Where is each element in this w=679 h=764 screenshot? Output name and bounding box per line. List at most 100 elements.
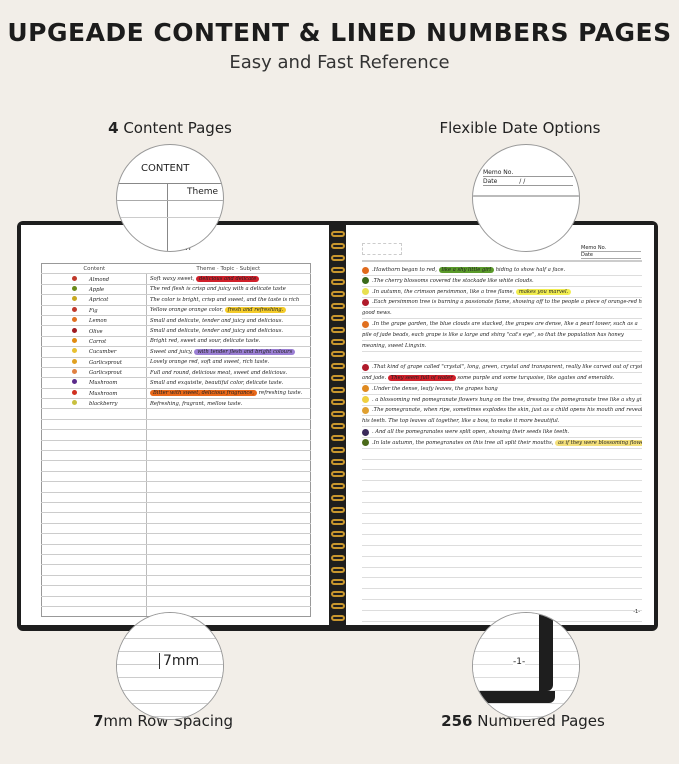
- fruit-icon: [72, 306, 77, 312]
- spiral-ring: [331, 387, 345, 393]
- number-badge-icon: [362, 428, 369, 436]
- spiral-ring: [331, 231, 345, 237]
- table-row: [41, 450, 311, 462]
- lined-row: [362, 589, 642, 600]
- spiral-ring: [331, 363, 345, 369]
- fruit-icon: [72, 389, 77, 395]
- spiral-ring: [331, 591, 345, 597]
- spiral-ring: [331, 399, 345, 405]
- table-row: [41, 471, 311, 483]
- fruit-icon: [72, 337, 77, 343]
- content-item: Almond: [41, 273, 147, 285]
- zoom-circle-content: CONTENT Theme: [116, 144, 224, 252]
- table-row: Apple The red flesh is crisp and juicy wi…: [41, 284, 311, 296]
- lined-row: .Each persimmon tree is burning a passio…: [362, 297, 642, 309]
- fruit-icon: [72, 327, 77, 333]
- spiral-ring: [331, 543, 345, 549]
- lined-row: meaning, sweet Lingxin.: [362, 341, 642, 352]
- fruit-icon: [72, 296, 77, 302]
- lined-row: [362, 459, 642, 471]
- table-row: Apricot The color is bright, crisp and sw…: [41, 294, 311, 306]
- spiral-ring: [331, 579, 345, 585]
- page-title: UPGEADE CONTENT & LINED NUMBERS PAGES: [7, 18, 672, 47]
- spiral-ring: [331, 519, 345, 525]
- zoom-circle-date: Memo No. Date / /: [472, 144, 580, 252]
- lined-row: [362, 535, 642, 546]
- lined-row: . a blossoming red pomegranate flowers h…: [362, 395, 642, 406]
- lined-row: [362, 481, 642, 492]
- feature-content-pages: 4 Content Pages: [108, 119, 232, 137]
- spiral-ring: [331, 423, 345, 429]
- spiral-ring: [331, 531, 345, 537]
- spiral-ring: [331, 339, 345, 345]
- fruit-icon: [72, 369, 77, 375]
- spiral-ring: [331, 447, 345, 453]
- fruit-icon: [72, 285, 77, 291]
- table-row: [41, 596, 311, 607]
- table-row: [41, 502, 311, 514]
- number-badge-icon: [362, 396, 369, 404]
- fruit-icon: [72, 400, 77, 406]
- spiral-ring: [331, 435, 345, 441]
- spiral-ring: [331, 603, 345, 609]
- table-row: Garlicsprout Full and round, delicious me…: [41, 367, 311, 379]
- table-row: [41, 554, 311, 566]
- feature-date-options: Flexible Date Options: [439, 119, 601, 137]
- lined-row: his teeth. The top leaves all together, …: [362, 416, 642, 428]
- number-badge-icon: [362, 320, 369, 328]
- lined-row: and jade. They seem full of water some p…: [362, 373, 642, 384]
- spiral-ring: [331, 471, 345, 477]
- spiral-ring: [331, 615, 345, 621]
- number-badge-icon: [362, 277, 369, 285]
- number-badge-icon: [362, 363, 369, 371]
- lined-row: .In autumn, the crimson persimmon, like …: [362, 287, 642, 298]
- table-row: blackberry Refreshing, fragrant, mellow t…: [41, 398, 311, 410]
- table-row: [41, 440, 311, 452]
- lined-row: [362, 513, 642, 525]
- lined-row: pile of jade beads, each grape is like a…: [362, 330, 642, 341]
- table-row: [41, 419, 311, 431]
- spiral-ring: [331, 459, 345, 465]
- fruit-icon: [72, 379, 77, 385]
- content-table: Content Theme · Topic · Subject Almond Sof…: [41, 263, 311, 618]
- table-row: [41, 564, 311, 576]
- content-item: Garlicsprout: [41, 367, 147, 379]
- content-item: Carrot: [41, 336, 147, 348]
- spiral-ring: [331, 255, 345, 261]
- table-row: [41, 544, 311, 555]
- table-row: [41, 481, 311, 493]
- lined-row: [362, 503, 642, 514]
- date-boxes: [362, 243, 402, 255]
- content-item: Garlicsprout: [41, 357, 147, 368]
- spiral-ring: [331, 291, 345, 297]
- table-row: Fig Yellow orange orange color, fresh and…: [41, 305, 311, 316]
- table-row: [41, 429, 311, 441]
- content-item: Mushroom: [41, 388, 147, 400]
- table-row: [41, 512, 311, 524]
- content-item: Mushroom: [41, 377, 147, 389]
- content-item: Lemon: [41, 315, 147, 327]
- lined-row: good news.: [362, 308, 642, 320]
- lined-row: .The pomegranate, when ripe, sometimes e…: [362, 405, 642, 417]
- spiral-ring: [331, 375, 345, 381]
- spiral-ring: [331, 411, 345, 417]
- spiral-ring: [331, 279, 345, 285]
- lined-row: [362, 351, 642, 363]
- number-badge-icon: [362, 406, 369, 414]
- table-row: [41, 523, 311, 535]
- spiral-ring: [331, 351, 345, 357]
- lined-row: .The cherry blossoms covered the stockad…: [362, 276, 642, 287]
- lined-row: [362, 578, 642, 590]
- content-item: blackberry: [41, 398, 147, 410]
- table-row: [41, 460, 311, 472]
- table-row: [41, 606, 311, 618]
- number-badge-icon: [362, 385, 369, 393]
- lined-row: .In late autumn, the pomegranates on thi…: [362, 438, 642, 449]
- lined-row: [362, 600, 642, 611]
- lined-row: [362, 492, 642, 503]
- table-row: [41, 533, 311, 545]
- lined-page: Memo No. Date .Hawthorn began to red, li…: [346, 225, 654, 625]
- spiral-ring: [331, 315, 345, 321]
- number-badge-icon: [362, 288, 369, 296]
- spiral-ring: [331, 483, 345, 489]
